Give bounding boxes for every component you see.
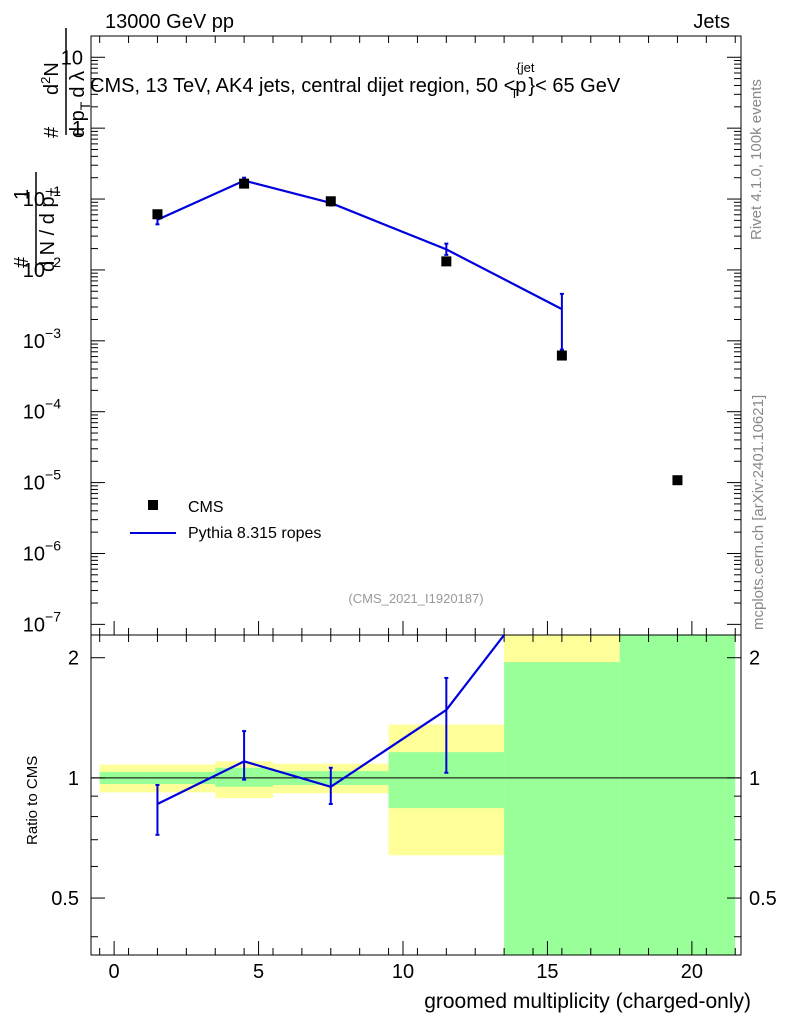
x-tick-label: 10 [392,961,414,983]
legend-cms-marker [148,500,158,510]
ylabel-frac1-den: d N / d pT [37,187,63,272]
ratio-y-tick-label-left: 0.5 [51,888,79,910]
header-energy-label: 13000 GeV pp [105,11,234,33]
main-y-tick-label-exp: −7 [45,608,61,624]
main-y-tick-label-base: 10 [23,331,45,353]
ylabel-frac2-num-end: N [41,62,63,76]
main-y-tick-label-exp: −6 [45,537,61,553]
ratio-y-tick-label-left: 1 [68,768,79,790]
x-tick-label: 15 [536,961,558,983]
ylabel-frac1-den-sub: T [47,187,63,196]
plot-title-text: CMS, 13 TeV, AK4 jets, central dijet reg… [90,75,515,97]
main-y-tick-label-base: 10 [23,473,45,495]
plot-title-pt-sub: T [510,86,518,101]
cms-data-point [325,196,336,207]
ratio-band-9 [504,662,620,955]
ylabel-frac1-num: 1 [11,189,33,200]
cms-data-point [556,350,567,361]
plot-title-pt-sup: {jet [516,60,534,75]
cms-data-point [152,209,163,220]
main-y-tick-label-base: 10 [23,402,45,424]
main-y-tick-label-exp: −2 [45,254,61,270]
main-plot-marks [152,176,683,486]
main-y-tick-label: 1 [72,118,83,140]
main-y-tick-label: 10−5 [23,467,61,495]
legend-cms-label: CMS [188,499,224,516]
ratio-plot-marks [155,634,505,836]
ratio-plot-frame [90,634,742,956]
main-y-tick-label-exp: −1 [45,183,61,199]
mcplots-label: mcplots.cern.ch [arXiv:2401.10621] [750,395,767,630]
main-y-tick-label: 10 [61,47,83,69]
cms-data-point [239,178,250,189]
ylabel-frac2-num-d: d [41,84,63,95]
ylabel-frac2-den-text: d p [67,110,89,138]
legend-pythia-label: Pythia 8.315 ropes [188,525,321,542]
ylabel-frac1-den-text: d N / d p [37,196,59,272]
x-tick-label: 20 [681,961,703,983]
main-y-tick-label-exp: −5 [45,467,61,483]
main-y-tick-label: 10−2 [23,254,61,282]
ylabel-hash-1: # [11,256,33,268]
x-tick-label: 5 [253,961,264,983]
x-axis-label: groomed multiplicity (charged-only) [424,990,751,1013]
main-y-tick-label-base: 10 [23,189,45,211]
ylabel-hash-2: # [41,126,63,138]
main-y-tick-label-base: 10 [23,614,45,636]
ylabel-frac2-den-sub: T [77,101,93,110]
ylabel-frac2-num: d2N [38,62,63,95]
plot-title-end: }< 65 GeV [528,75,620,97]
ratio-y-tick-label-left: 2 [68,648,79,670]
ratio-bands [99,635,736,955]
ylabel-frac2-den: d pTd λ [67,71,93,138]
main-y-tick-label-exp: −3 [45,325,61,341]
main-y-tick-label-base: 10 [23,260,45,282]
legend: CMS Pythia 8.315 ropes [130,499,321,542]
ratio-y-tick-label-right: 2 [749,648,760,670]
ylabel-frac2-num-sup: 2 [38,77,53,84]
main-y-tick-label-exp: −4 [45,396,61,412]
ylabel-frac2-den-end: d λ [67,71,89,98]
plot-title-pt: p [515,75,526,97]
main-y-tick-label: 10−4 [23,396,61,424]
x-ticks: 0 5 10 15 20 [99,36,736,983]
analysis-label: (CMS_2021_I1920187) [348,591,483,606]
ratio-band-10 [619,635,736,955]
ratio-y-tick-label-right: 1 [749,768,760,790]
x-tick-label: 0 [109,961,120,983]
main-plot-frame [90,35,742,636]
main-y-tick-label: 10−1 [23,183,61,211]
pythia-line [156,179,563,311]
main-y-tick-label: 10−3 [23,325,61,353]
plot-title: CMS, 13 TeV, AK4 jets, central dijet reg… [90,60,621,101]
ratio-y-tick-label-right: 0.5 [749,888,777,910]
header-jets-label: Jets [693,11,730,33]
ratio-y-ticks: 0.5 0.5 1 1 2 2 [51,648,777,938]
main-y-tick-label: 10−6 [23,537,61,565]
cms-data-point [672,475,683,486]
main-y-tick-label: 10−7 [23,608,61,636]
cms-data-point [441,256,452,267]
main-y-tick-label-base: 10 [23,543,45,565]
ratio-y-axis-label: Ratio to CMS [24,756,41,845]
main-y-axis-label: # 1 d N / d pT # d2N d pTd λ [11,28,93,272]
rivet-label: Rivet 4.1.0, 100k events [748,79,765,240]
